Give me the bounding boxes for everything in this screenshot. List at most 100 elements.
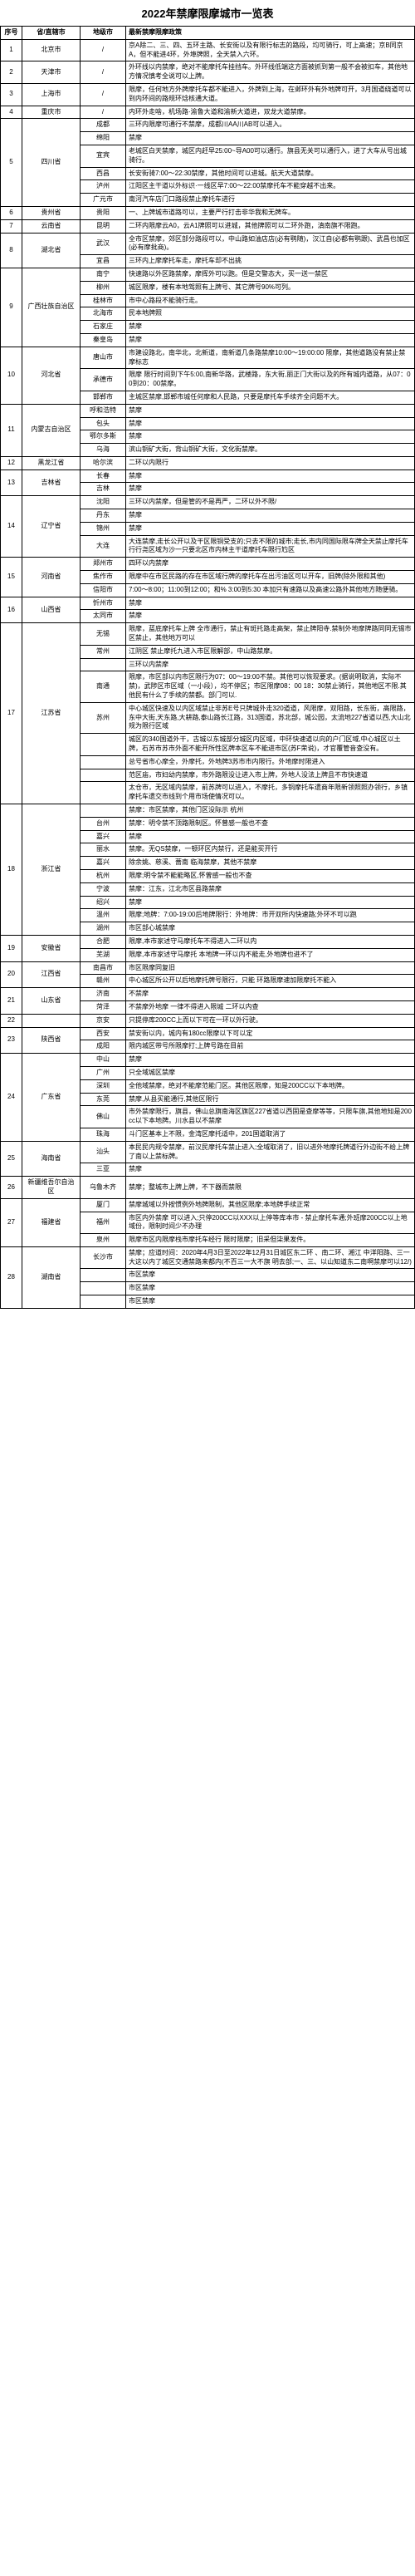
table-row: 16山西省忻州市禁摩	[1, 597, 415, 610]
cell-policy: 快速路以外区路禁摩，摩挥外可以跑。但是交警态大，买一送一禁区	[126, 268, 415, 281]
cell-province: 天津市	[22, 61, 81, 84]
cell-policy: 禁摩	[126, 610, 415, 623]
cell-city: 昆明	[81, 219, 126, 233]
cell-province: 福建省	[22, 1198, 81, 1246]
cell-policy: 三环以内禁摩	[126, 658, 415, 671]
cell-province: 吉林省	[22, 469, 81, 496]
cell-city	[81, 1282, 126, 1295]
cell-policy: 中心城区所公开以后地摩托牌号限行，只能 环路限摩速加限摩托不能入	[126, 975, 415, 988]
page-title: 2022年禁摩限摩城市一览表	[0, 0, 415, 26]
cell-city: 贵阳	[81, 206, 126, 219]
cell-policy: 江阴区 禁止摩托九进入市区限解部，中山路禁摩。	[126, 645, 415, 658]
cell-province: 广西壮族自治区	[22, 268, 81, 347]
cell-province: 湖北省	[22, 233, 81, 268]
cell-city	[81, 658, 126, 671]
cell-policy: 总号省市心摩全，外摩托，外地牌3苏市市内限行。外地摩时限进入	[126, 755, 415, 769]
table-row: 5四川省成都三环内限摩可通行不禁摩，成都川AA川AB可以进入。	[1, 119, 415, 132]
table-row: 21山东省济南不禁摩	[1, 988, 415, 1001]
cell-policy: 不禁摩	[126, 988, 415, 1001]
cell-city: 哈尔滨	[81, 456, 126, 469]
cell-province: 上海市	[22, 83, 81, 106]
cell-index: 24	[1, 1054, 22, 1142]
cell-city: 济南	[81, 988, 126, 1001]
cell-policy: 长安街骑7:00～22:30禁摩，其他时间可以进城。航天大道禁摩。	[126, 167, 415, 180]
cell-policy: 斗门区基本上不限，金湾区摩托适中，201国道取消了	[126, 1128, 415, 1141]
cell-policy: 内环外走啥，机场路·渝鲁大道和渝新大道进，双龙大道禁摩。	[126, 106, 415, 119]
cell-city: 柳州	[81, 281, 126, 294]
cell-policy: 禁摩	[126, 896, 415, 909]
cell-city: 绍兴	[81, 896, 126, 909]
cell-city: 成都	[81, 119, 126, 132]
cell-city: 菏泽	[81, 1000, 126, 1014]
cell-policy: 市中心路段不能骑行走。	[126, 294, 415, 307]
cell-policy: 禁摩	[126, 417, 415, 430]
cell-index: 16	[1, 597, 22, 623]
cell-policy: 主城区禁摩,邯郸市城任何摩和人民路，只要是摩托车手续齐全问题不大。	[126, 391, 415, 404]
cell-city: 忻州市	[81, 597, 126, 610]
table-row: 20江西省南昌市市区限摩同复旧	[1, 961, 415, 975]
cell-city	[81, 1295, 126, 1309]
cell-index: 21	[1, 988, 22, 1015]
cell-policy: 市区内外禁摩 可以进入;只停200CC以XXX以上停等库本市 - 禁止摩托车通;…	[126, 1212, 415, 1234]
cell-index: 6	[1, 206, 22, 219]
cell-city: 泸州	[81, 180, 126, 194]
cell-city: 三亚	[81, 1163, 126, 1177]
cell-city: 合肥	[81, 935, 126, 948]
cell-policy: 限摩,本市家述守马摩托车不得进入二环以内	[126, 935, 415, 948]
cell-city: /	[81, 83, 126, 106]
cell-province: 云南省	[22, 219, 81, 233]
cell-policy: 限内城区带号所限摩打;上牌号路在目前	[126, 1040, 415, 1054]
cell-policy: 禁摩	[126, 469, 415, 483]
cell-policy: 禁摩,从县买能通行,其他区限行	[126, 1093, 415, 1106]
cell-policy: 限摩市区内限摩栈市摩托车经行 限时限摩；旧采但柒果发件。	[126, 1234, 415, 1247]
table-row: 10河北省唐山市市建设路北，南华北，北新道，南新道几条路禁摩10:00～19:0…	[1, 347, 415, 369]
cell-city	[81, 782, 126, 804]
table-row: 15河南省郑州市四环以内禁摩	[1, 558, 415, 571]
cell-city: 厦门	[81, 1198, 126, 1212]
cell-city: 南昌市	[81, 961, 126, 975]
cell-policy: 禁摩	[126, 321, 415, 334]
table-row: 1北京市/京A除二、三、四、五环主路、长安街以及有限行标志的路段，均可骑行，可上…	[1, 39, 415, 61]
table-row: 28湖南省长沙市禁摩；应道时间：2020年4月3日至2022年12月31日城区东…	[1, 1246, 415, 1269]
cell-index: 15	[1, 558, 22, 597]
cell-policy: 限摩中在市区民路的存在市区域行牌的摩托车在出污油区可以开车，旧牌(除外限和其他)	[126, 571, 415, 584]
cell-policy: 禁摩	[126, 1054, 415, 1067]
col-city: 地级市	[81, 27, 126, 40]
cell-policy: 二环内限摩云A0，云A1牌照可以进城，其他牌照可以二环外跑，滇南旗不限跑。	[126, 219, 415, 233]
cell-policy: 除余姚、慈溪、蔷南 临海禁摩，其他不禁摩	[126, 857, 415, 870]
cell-city: 苏州	[81, 702, 126, 733]
cell-index: 12	[1, 456, 22, 469]
cell-city: 呼和浩特	[81, 404, 126, 417]
cell-policy: 禁摩	[126, 333, 415, 347]
table-row: 6贵州省贵阳一、上牌城市道路可以，主要严行打击非华我和无牌车。	[1, 206, 415, 219]
cell-policy: 限摩，蓝底摩托车上牌 全市通行，禁止有斑托路走高架，禁止牌阳寺.禁制外地摩牌路同…	[126, 623, 415, 646]
cell-city	[81, 769, 126, 782]
table-row: 18浙江省禁摩：市区禁摩，其他门区没际示 杭州	[1, 804, 415, 818]
cell-city: 台州	[81, 817, 126, 830]
cell-policy: 限摩，任何地方外牌摩托车都不能进入，外牌到上海，在邺环外有外地牌可开，3月国道绕…	[126, 83, 415, 106]
cell-policy: 禁摩城域以外按惯例外地牌限制，其他区限摩;本地牌手续正常	[126, 1198, 415, 1212]
cell-policy: 城区限摩，楼有本地驾照有上牌号、其它牌号90%可列。	[126, 281, 415, 294]
cell-city: 南通	[81, 671, 126, 702]
cell-policy: 限摩 限行时间到下午5:00,南新华路，武楼路，东大街,丽正门大街以及的所有城内…	[126, 369, 415, 391]
cell-province: 河北省	[22, 347, 81, 404]
cell-city: 嘉兴	[81, 830, 126, 843]
table-row: 22京安只提停库200CC上而以下可在一环以外行驶。	[1, 1014, 415, 1027]
cell-city: 唐山市	[81, 347, 126, 369]
cell-index: 1	[1, 39, 22, 61]
table-row: 27福建省厦门禁摩城域以外按惯例外地牌限制，其他区限摩;本地牌手续正常	[1, 1198, 415, 1212]
cell-policy: 禁摩	[126, 132, 415, 145]
cell-city: 成阳	[81, 1040, 126, 1054]
cell-city: 丽水	[81, 843, 126, 857]
cell-city: 包头	[81, 417, 126, 430]
cell-policy: 禁摩	[126, 430, 415, 444]
cell-city: 宜昌	[81, 255, 126, 268]
cell-policy: 禁摩。无QS禁摩，一顿环区内禁行，还是能买开行	[126, 843, 415, 857]
cell-city: 大连	[81, 535, 126, 558]
cell-city: 鄂尔多斯	[81, 430, 126, 444]
cell-city: 承德市	[81, 369, 126, 391]
cell-index: 10	[1, 347, 22, 404]
cell-policy: 限摩,本市家述守马摩托 本地牌一环以内不能走,外地牌也进不了	[126, 948, 415, 961]
table-row: 17江苏省无锡限摩，蓝底摩托车上牌 全市通行，禁止有斑托路走高架，禁止牌阳寺.禁…	[1, 623, 415, 646]
table-row: 14辽宁省沈阳三环以内禁摩，但是管的不是再严，二环以外不限/	[1, 496, 415, 509]
